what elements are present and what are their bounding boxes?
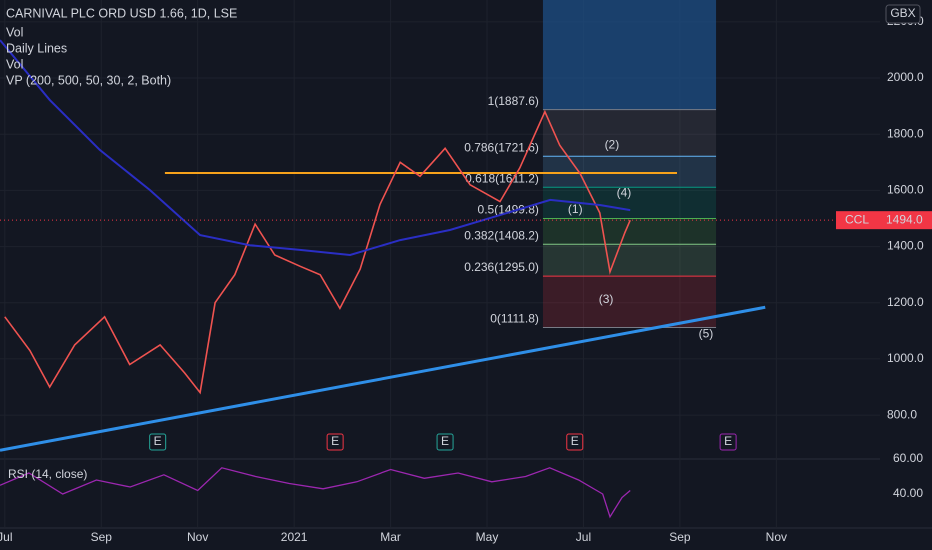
- price-tag-symbol: CCL: [845, 212, 869, 226]
- legend-item: Daily Lines: [6, 41, 67, 55]
- fib-label: 0.5(1499.8): [478, 203, 539, 217]
- x-tick-label: May: [476, 530, 499, 544]
- y-tick-label: 1800.0: [887, 126, 924, 140]
- price-line: [4, 109, 631, 395]
- x-tick-label: Jul: [576, 530, 591, 544]
- legend-item: VP (200, 500, 50, 30, 2, Both): [6, 73, 171, 87]
- y-tick-label: 800.0: [887, 407, 917, 421]
- earnings-marker: [436, 433, 454, 451]
- fib-extension-zone: [542, 0, 717, 110]
- wave-label: (5): [699, 326, 714, 340]
- earnings-marker: [149, 433, 167, 451]
- legend-item: Vol: [6, 25, 23, 39]
- x-tick-label: Sep: [91, 530, 113, 544]
- y-tick-label: 1000.0: [887, 351, 924, 365]
- currency-label: GBX: [890, 6, 915, 20]
- y-tick-label: 60.00: [893, 451, 923, 465]
- fib-zone: [542, 244, 717, 277]
- fib-label: 0.618(1611.2): [465, 171, 539, 185]
- fib-label: 0(1111.8): [490, 312, 539, 326]
- y-tick-label: 1600.0: [887, 183, 924, 197]
- fib-label: 0.786(1721.6): [464, 140, 539, 154]
- fib-label: 0.382(1408.2): [464, 228, 539, 242]
- x-tick-label: Sep: [669, 530, 691, 544]
- earnings-label: E: [331, 434, 339, 448]
- y-tick-label: 2000.0: [887, 70, 924, 84]
- fib-label: 1(1887.6): [488, 94, 539, 108]
- fib-label: 0.236(1295.0): [464, 260, 539, 274]
- fib-zone: [542, 276, 717, 328]
- earnings-marker: [326, 433, 344, 451]
- fib-zone: [542, 156, 717, 188]
- x-tick-label: Nov: [187, 530, 208, 544]
- moving-average: [0, 39, 631, 257]
- fib-zone: [542, 109, 717, 157]
- trendline: [0, 305, 766, 452]
- earnings-label: E: [441, 434, 449, 448]
- rsi-title: RSI (14, close): [8, 467, 87, 481]
- earnings-label: E: [571, 434, 579, 448]
- earnings-label: E: [724, 434, 732, 448]
- wave-label: (1): [568, 202, 583, 216]
- legend-item: Vol: [6, 57, 23, 71]
- earnings-label: E: [154, 434, 162, 448]
- x-tick-label: 2021: [281, 530, 308, 544]
- earnings-marker: [719, 433, 737, 451]
- earnings-marker: [566, 433, 584, 451]
- currency-badge[interactable]: [885, 4, 921, 24]
- wave-label: (3): [599, 292, 614, 306]
- wave-label: (4): [617, 185, 632, 199]
- symbol-title: CARNIVAL PLC ORD USD 1.66, 1D, LSE: [6, 6, 237, 20]
- price-tag: [836, 211, 932, 230]
- y-tick-label: 1200.0: [887, 295, 924, 309]
- y-tick-label: 40.00: [893, 486, 923, 500]
- rsi-line: [0, 467, 631, 519]
- y-tick-label: 1400.0: [887, 239, 924, 253]
- x-tick-label: Jul: [0, 530, 12, 544]
- price-tag-value: 1494.0: [886, 212, 923, 226]
- x-tick-label: Mar: [380, 530, 401, 544]
- wave-label: (2): [605, 137, 620, 151]
- x-tick-label: Nov: [766, 530, 787, 544]
